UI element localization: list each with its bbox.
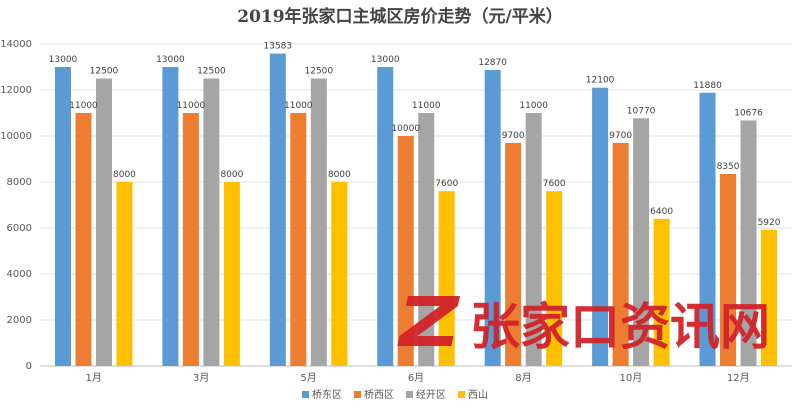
data-label: 11000	[412, 101, 441, 111]
watermark: 张家口资讯网	[397, 296, 770, 356]
data-label: 11000	[519, 101, 548, 111]
x-tick-label: 6月	[408, 372, 424, 384]
x-tick-label: 5月	[300, 372, 316, 384]
bar	[612, 142, 629, 366]
data-label: 13000	[371, 55, 400, 65]
data-label: 11880	[693, 81, 722, 91]
bar	[699, 92, 716, 366]
bar	[720, 173, 737, 366]
y-tick-label: 0	[26, 361, 32, 372]
bar	[592, 87, 609, 366]
legend-item: 桥西区	[354, 389, 394, 401]
data-label: 11000	[69, 101, 98, 111]
data-label: 8000	[328, 170, 351, 180]
x-tick-label: 3月	[193, 372, 209, 384]
data-label: 8000	[220, 170, 243, 180]
y-tick-label: 2000	[7, 315, 32, 326]
x-tick-label: 1月	[86, 372, 102, 384]
legend-item: 经开区	[406, 388, 446, 401]
legend-label: 经开区	[416, 388, 446, 401]
bar	[310, 78, 327, 366]
data-label: 12500	[90, 67, 119, 77]
data-label: 13000	[156, 55, 185, 65]
bar	[95, 78, 112, 366]
data-label: 5920	[758, 218, 781, 228]
x-tick-label: 12月	[727, 372, 750, 384]
bar	[331, 182, 348, 366]
data-label: 12870	[478, 58, 507, 68]
x-tick-label: 10月	[619, 372, 642, 384]
data-label: 10676	[734, 108, 763, 118]
bar	[116, 182, 133, 366]
bar	[397, 136, 414, 366]
data-label: 13583	[264, 42, 293, 52]
legend-item: 桥东区	[302, 388, 342, 401]
bar	[525, 113, 542, 366]
data-label: 13000	[49, 55, 78, 65]
legend-label: 桥西区	[364, 389, 394, 401]
legend-label: 西山	[468, 389, 488, 401]
data-label: 10000	[391, 124, 420, 134]
data-label: 12500	[197, 67, 226, 77]
data-label: 9700	[609, 131, 632, 141]
legend-swatch	[302, 391, 309, 398]
data-label: 8000	[113, 170, 136, 180]
data-label: 12500	[305, 67, 334, 77]
watermark-text: 张家口资讯网	[470, 298, 770, 356]
x-axis-ticks: 1月 3月 5月 6月 8月 10月 12月	[86, 372, 750, 384]
data-label: 9700	[502, 131, 525, 141]
data-label: 11000	[284, 101, 313, 111]
data-label: 7600	[435, 179, 458, 189]
x-tick-label: 8月	[515, 372, 531, 384]
bar	[203, 78, 220, 366]
bar	[269, 53, 286, 366]
legend-swatch	[458, 391, 465, 398]
data-labels: 13000 11000 12500 8000 13000 11000 12500 8000 13…	[49, 42, 781, 228]
data-label: 10770	[627, 106, 656, 116]
bar	[484, 69, 501, 367]
bar	[438, 191, 455, 366]
bar	[54, 67, 71, 366]
bar	[223, 182, 240, 366]
bar	[505, 142, 522, 366]
bar	[182, 113, 199, 366]
y-tick-label: 14000	[0, 39, 32, 50]
bar	[633, 118, 650, 366]
bar	[75, 113, 92, 366]
y-tick-label: 6000	[7, 223, 32, 234]
bar	[761, 229, 778, 366]
legend-swatch	[354, 391, 361, 398]
legend-label: 桥东区	[312, 388, 342, 401]
bar	[546, 191, 563, 366]
y-tick-label: 10000	[0, 131, 32, 142]
y-tick-label: 8000	[7, 177, 32, 188]
data-label: 7600	[543, 179, 566, 189]
bar	[377, 67, 394, 366]
bar	[653, 218, 670, 366]
data-label: 8350	[717, 162, 740, 172]
y-tick-label: 12000	[0, 85, 32, 96]
legend: 桥东区 桥西区 经开区 西山	[302, 388, 488, 401]
data-label: 6400	[650, 207, 673, 217]
bar	[740, 120, 757, 367]
legend-swatch	[406, 391, 413, 398]
y-axis-ticks: 0 2000 4000 6000 8000 10000 12000 14000	[0, 39, 32, 372]
chart-title: 2019年张家口主城区房价走势（元/平米）	[237, 6, 563, 27]
bar	[290, 113, 307, 366]
y-tick-label: 4000	[7, 269, 32, 280]
watermark-logo	[397, 296, 460, 346]
bars	[54, 53, 778, 367]
bar	[162, 67, 179, 366]
watermark-logo-z-icon	[397, 296, 460, 346]
data-label: 12100	[586, 76, 615, 86]
legend-item: 西山	[458, 389, 488, 401]
data-label: 11000	[177, 101, 206, 111]
